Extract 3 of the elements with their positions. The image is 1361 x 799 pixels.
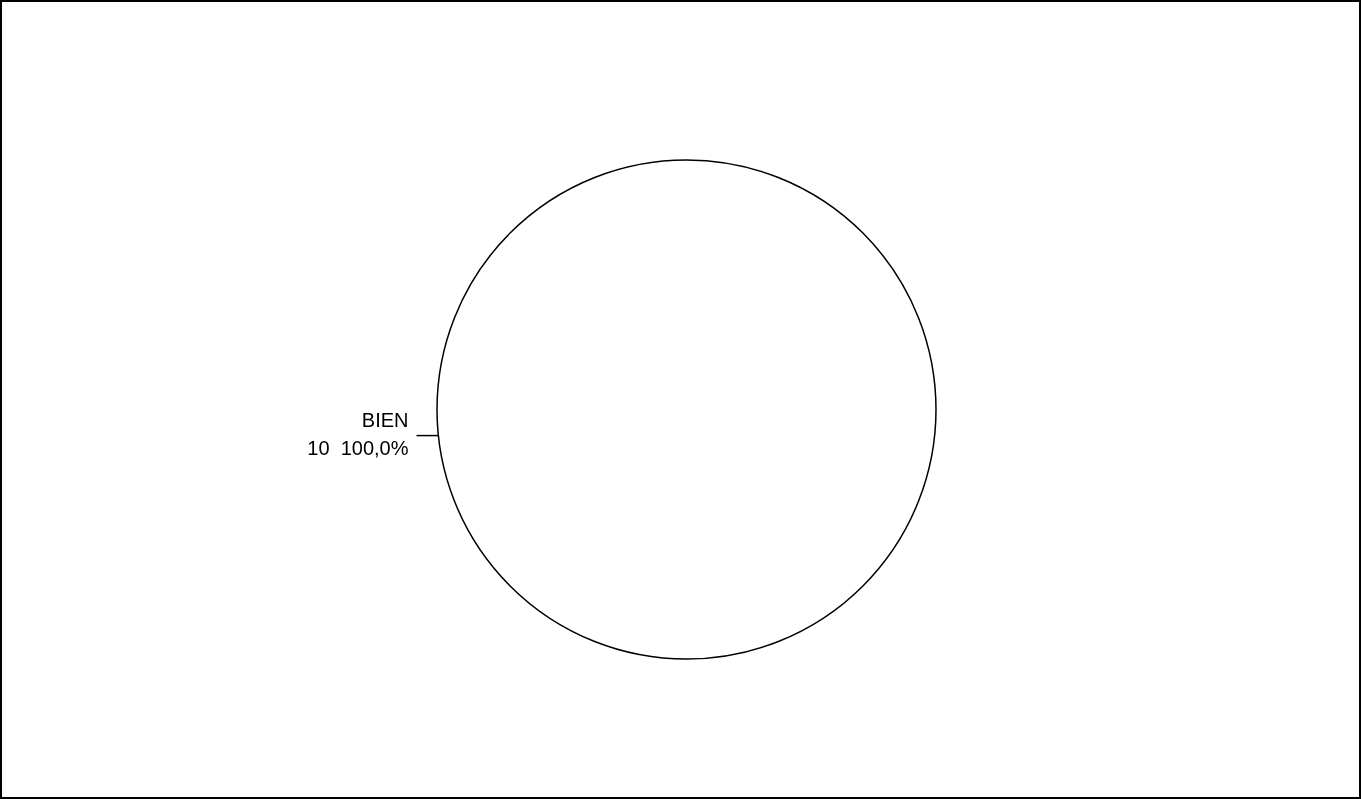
data-label: 10 — [307, 437, 330, 460]
slice-label: BIEN — [361, 409, 409, 432]
text: 100,0% — [340, 437, 409, 460]
